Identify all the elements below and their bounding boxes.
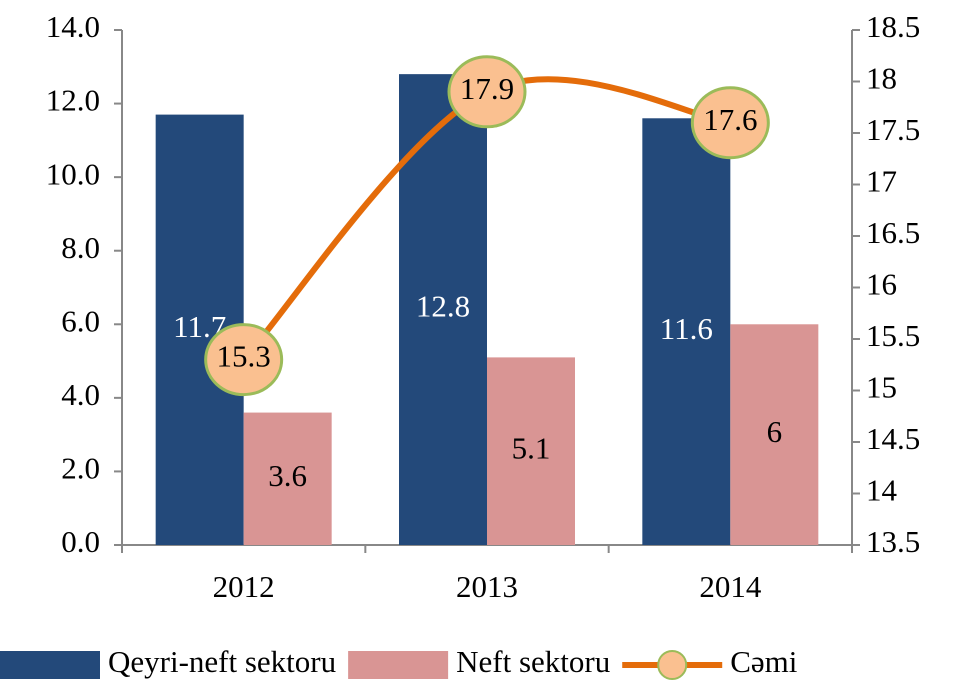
legend-swatch bbox=[657, 650, 688, 680]
y2-tick-label: 17 bbox=[866, 164, 897, 199]
y-tick-label: 8.0 bbox=[61, 230, 100, 265]
bar bbox=[243, 412, 332, 545]
bar-value-label: 11.6 bbox=[660, 311, 713, 346]
y2-tick-label: 14.5 bbox=[866, 421, 920, 456]
bar bbox=[642, 118, 731, 546]
line-value-label: 15.3 bbox=[217, 339, 271, 374]
y2-tick-label: 15 bbox=[866, 370, 897, 405]
y-tick-label: 12.0 bbox=[46, 83, 100, 118]
bar bbox=[487, 357, 575, 545]
line-marker bbox=[447, 55, 527, 129]
y-tick-label: 10.0 bbox=[46, 156, 100, 191]
bar bbox=[730, 324, 819, 545]
x-tick-label: 2013 bbox=[456, 569, 518, 604]
y-tick-label: 6.0 bbox=[61, 303, 100, 338]
y2-tick-label: 17.5 bbox=[866, 112, 920, 147]
y2-tick-label: 16.5 bbox=[866, 215, 920, 250]
y2-tick-label: 13.5 bbox=[866, 524, 920, 559]
legend-swatch bbox=[348, 651, 449, 679]
line-marker bbox=[204, 323, 284, 397]
y2-tick-label: 18.5 bbox=[866, 9, 920, 44]
y2-tick-label: 18 bbox=[866, 61, 897, 96]
y2-tick-label: 16 bbox=[866, 267, 897, 302]
x-tick-label: 2014 bbox=[699, 569, 762, 604]
y-tick-label: 14.0 bbox=[46, 9, 100, 44]
y2-tick-label: 14 bbox=[866, 473, 898, 508]
y-tick-label: 0.0 bbox=[61, 524, 100, 559]
bar-value-label: 6 bbox=[767, 414, 783, 449]
legend-label: Qeyri-neft sektoru bbox=[108, 644, 336, 679]
line-value-label: 17.9 bbox=[460, 71, 514, 106]
line-marker bbox=[690, 86, 770, 160]
bar-value-label: 5.1 bbox=[512, 430, 551, 465]
y-tick-label: 2.0 bbox=[61, 451, 100, 486]
bar-value-label: 3.6 bbox=[268, 458, 307, 493]
legend-label: Neft sektoru bbox=[456, 644, 610, 679]
legend-swatch bbox=[0, 651, 100, 679]
y2-tick-label: 15.5 bbox=[866, 318, 920, 353]
bar-value-label: 12.8 bbox=[416, 289, 470, 324]
line-value-label: 17.6 bbox=[703, 102, 757, 137]
x-tick-label: 2012 bbox=[213, 569, 275, 604]
y-tick-label: 4.0 bbox=[61, 377, 100, 412]
legend-label: Cəmi bbox=[730, 644, 798, 679]
